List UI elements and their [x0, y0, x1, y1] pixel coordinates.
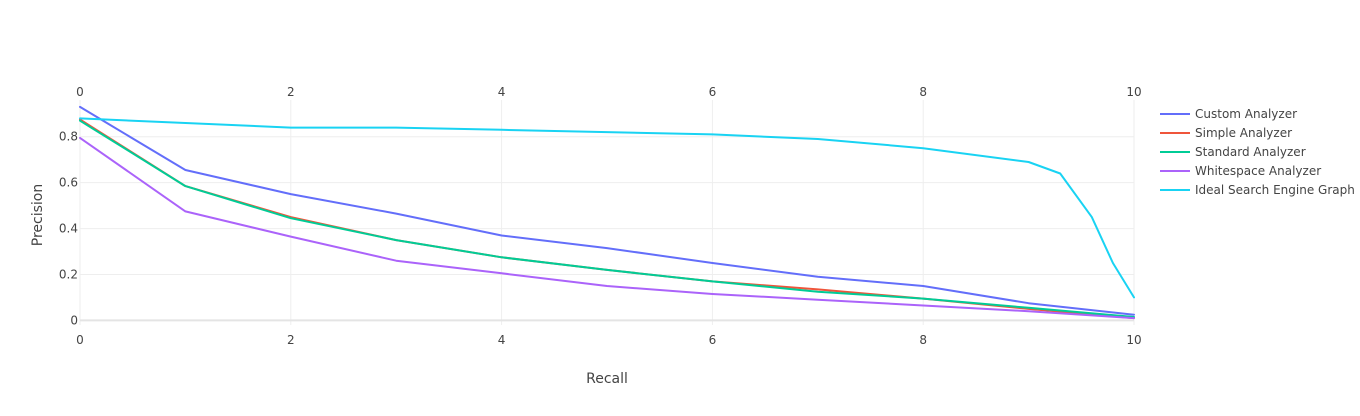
series-line-ideal-search-engine-graph	[79, 117, 1135, 299]
x-tick-label-top: 8	[919, 85, 927, 99]
x-tick-labels-bottom: 0 2 4 6 8 10	[76, 333, 1141, 347]
legend-label: Simple Analyzer	[1195, 126, 1292, 140]
series-layer	[79, 105, 1135, 320]
y-tick-label: 0	[70, 313, 78, 327]
legend-label: Standard Analyzer	[1195, 145, 1306, 159]
x-tick-label-top: 0	[76, 85, 84, 99]
x-tick-label-bottom: 2	[287, 333, 295, 347]
x-tick-label-bottom: 8	[919, 333, 927, 347]
legend-item[interactable]: Ideal Search Engine Graph	[1160, 183, 1355, 197]
legend-item[interactable]: Standard Analyzer	[1160, 145, 1306, 159]
legend-item[interactable]: Custom Analyzer	[1160, 107, 1297, 121]
legend: Custom Analyzer Simple Analyzer Standard A…	[1160, 107, 1355, 197]
x-tick-label-top: 4	[498, 85, 506, 99]
y-tick-label: 0.6	[59, 176, 78, 190]
x-tick-label-top: 2	[287, 85, 295, 99]
y-tick-labels: 0 0.2 0.4 0.6 0.8	[59, 130, 78, 328]
x-tick-label-bottom: 6	[709, 333, 717, 347]
y-axis-title: Precision	[30, 184, 46, 246]
legend-item[interactable]: Whitespace Analyzer	[1160, 164, 1321, 178]
legend-label: Ideal Search Engine Graph	[1195, 183, 1355, 197]
legend-label: Whitespace Analyzer	[1195, 164, 1321, 178]
y-tick-label: 0.4	[59, 222, 78, 236]
x-tick-label-bottom: 10	[1126, 333, 1141, 347]
x-axis-title: Recall	[586, 371, 628, 387]
x-tick-label-bottom: 4	[498, 333, 506, 347]
y-tick-label: 0.8	[59, 130, 78, 144]
x-tick-label-top: 6	[709, 85, 717, 99]
series-line-whitespace-analyzer	[79, 136, 1135, 320]
y-tick-label: 0.2	[59, 267, 78, 281]
series-line-simple-analyzer	[79, 118, 1135, 320]
legend-item[interactable]: Simple Analyzer	[1160, 126, 1292, 140]
series-line-custom-analyzer	[79, 105, 1135, 316]
x-tick-label-bottom: 0	[76, 333, 84, 347]
x-tick-labels-top: 0 2 4 6 8 10	[76, 85, 1141, 99]
x-tick-label-top: 10	[1126, 85, 1141, 99]
grid-layer	[79, 100, 1135, 325]
legend-label: Custom Analyzer	[1195, 107, 1297, 121]
series-line-standard-analyzer	[79, 119, 1135, 318]
